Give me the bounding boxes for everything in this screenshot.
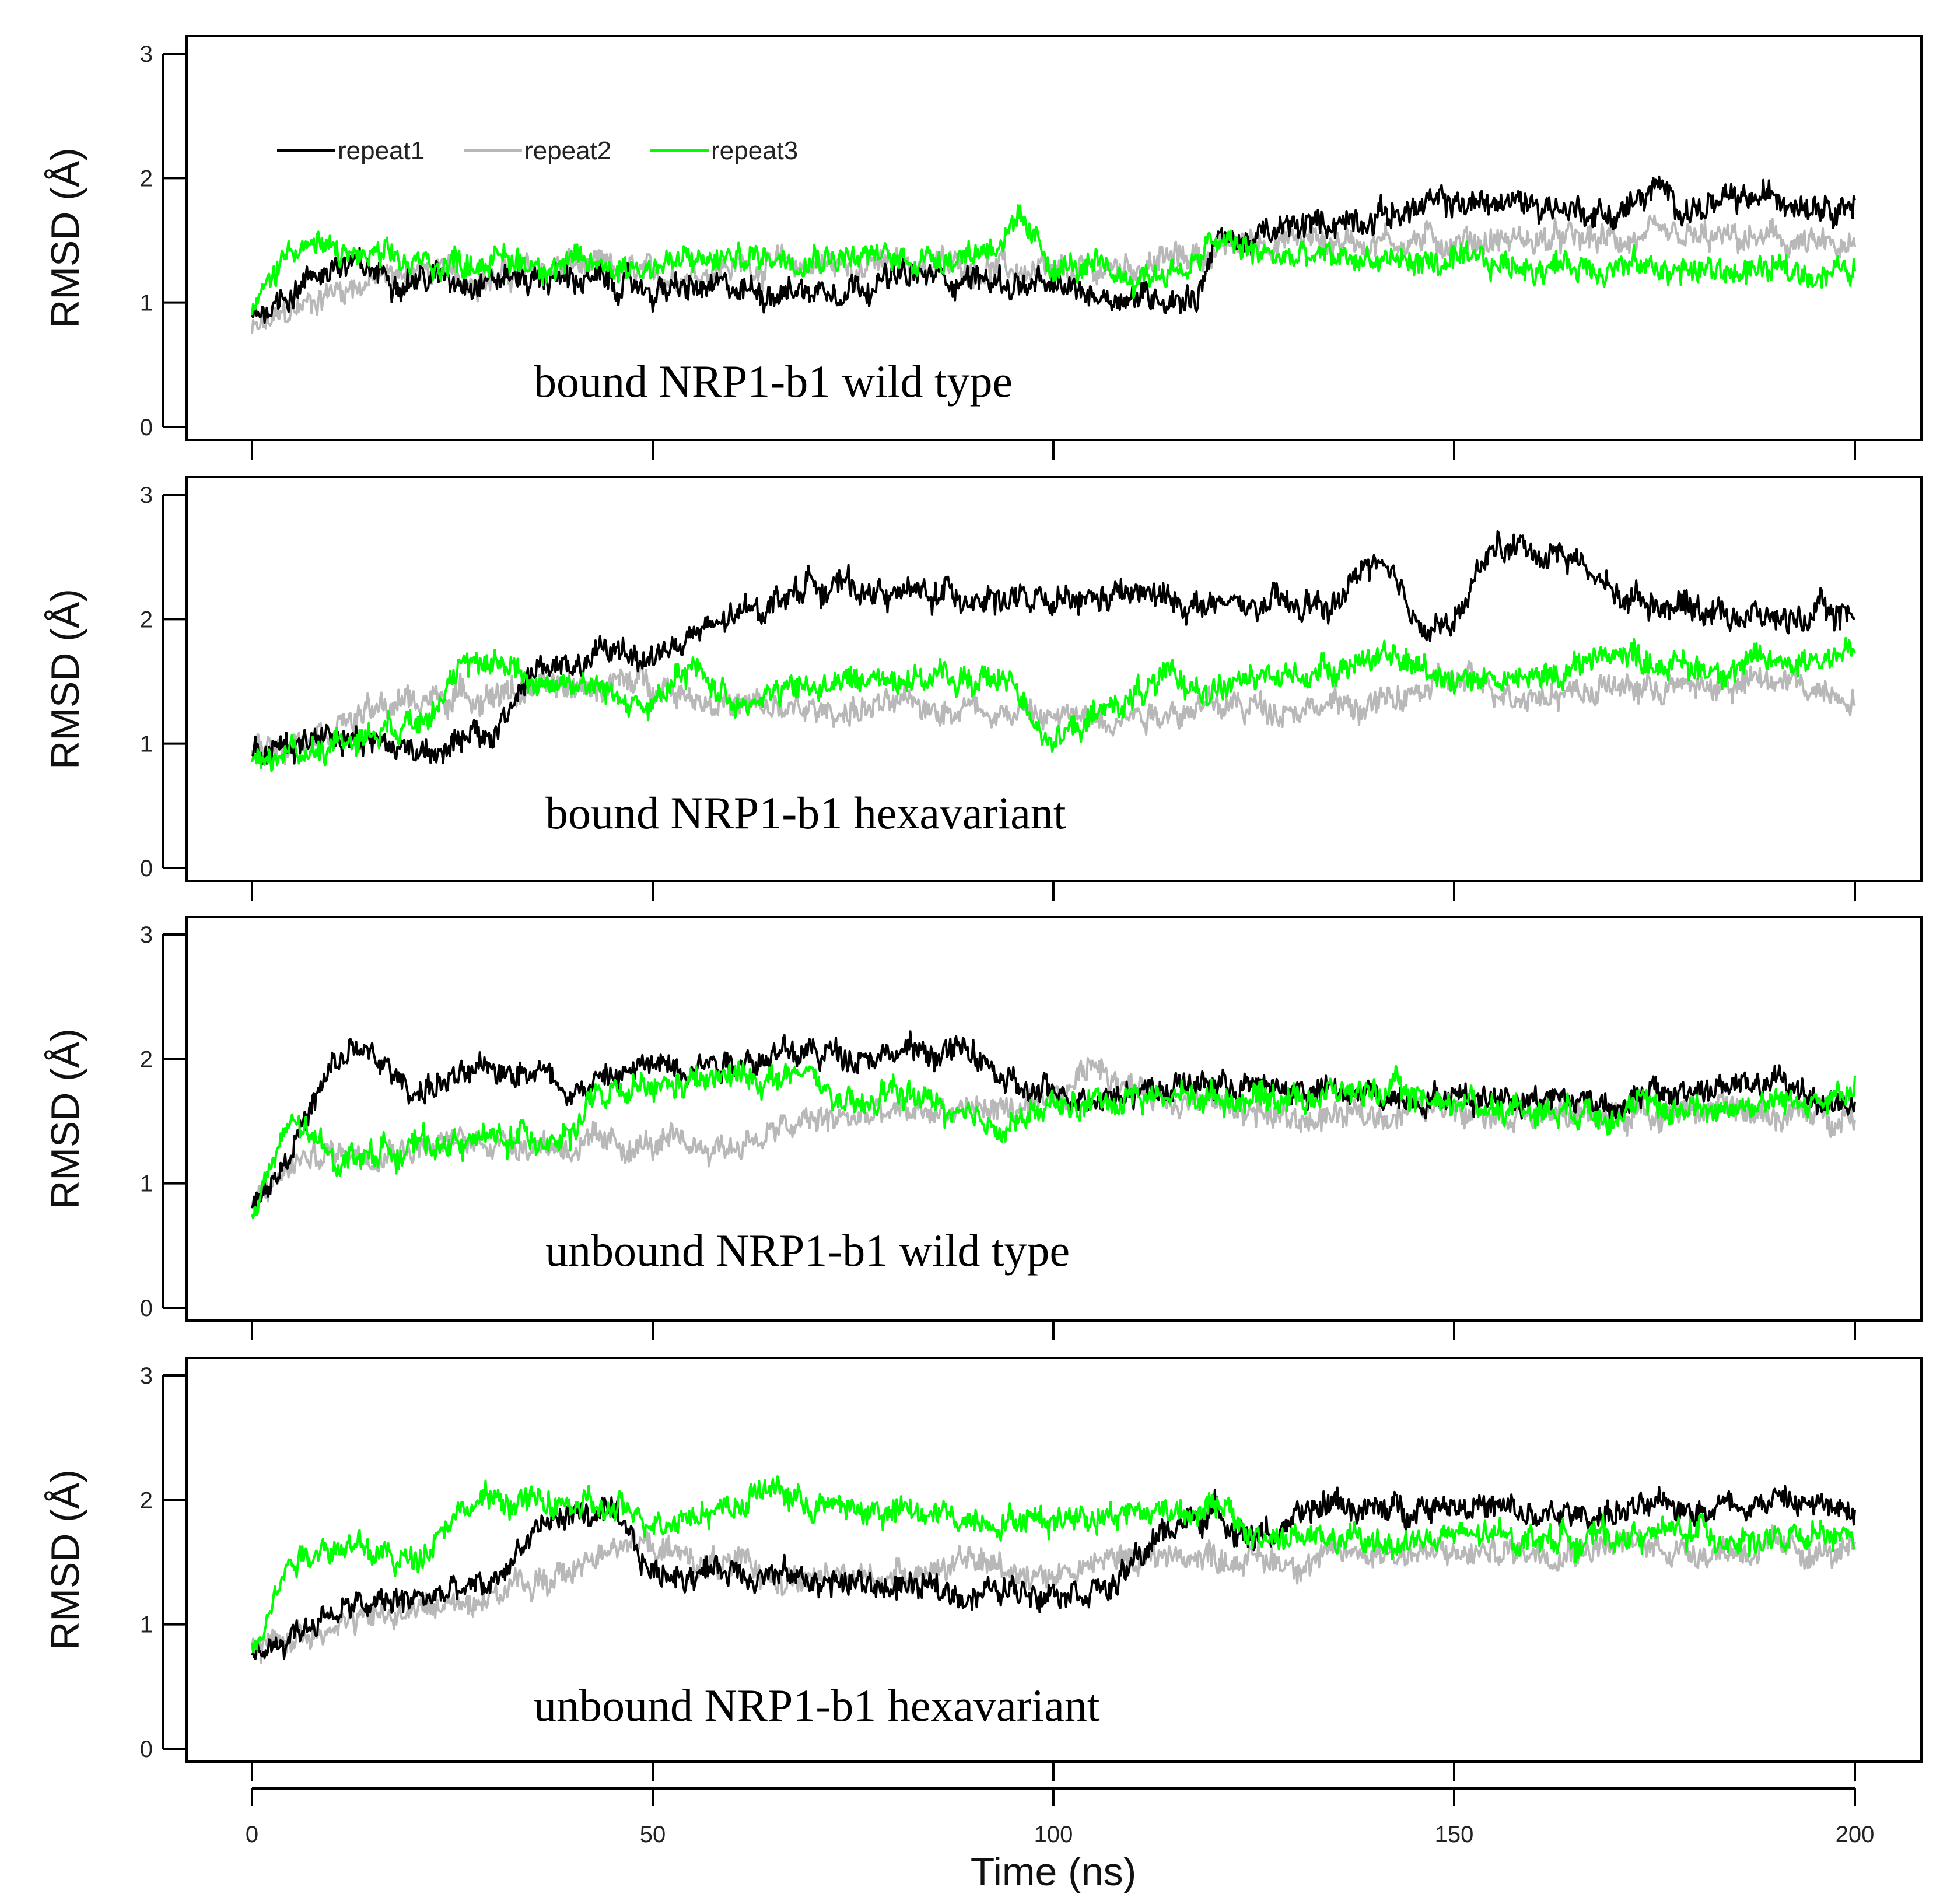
x-tick-label: 100: [1034, 1822, 1073, 1847]
series-group: [251, 175, 1856, 334]
y-tick-label: 3: [140, 482, 153, 508]
series-line-repeat2: [251, 660, 1856, 765]
panel-2: 0 1 2 3 RMSD (Å) bound NRP1-b1 hexavariant: [43, 476, 1923, 901]
y-tick-label: 2: [140, 1046, 153, 1072]
panel-annotation: unbound NRP1-b1 hexavariant: [534, 1680, 1100, 1731]
y-axis-label: RMSD (Å): [43, 1028, 87, 1209]
y-tick-label: 2: [140, 1488, 153, 1513]
series-line-repeat3: [251, 1475, 1856, 1653]
y-tick-label: 1: [140, 1612, 153, 1638]
y-tick-label: 3: [140, 922, 153, 948]
y-tick-label: 1: [140, 1171, 153, 1197]
panel-1: 0 1 2 3 RMSD (Å) bound NRP1-b1 wild type repea…: [43, 35, 1923, 460]
series-group: [251, 530, 1856, 772]
y-tick-label: 3: [140, 1363, 153, 1389]
y-tick-label: 0: [140, 1737, 153, 1762]
y-tick-label: 2: [140, 166, 153, 191]
series-line-repeat3: [251, 636, 1856, 772]
x-tick-label: 50: [640, 1822, 666, 1847]
y-tick-label: 0: [140, 856, 153, 881]
series-line-repeat1: [251, 530, 1856, 765]
x-tick-label: 200: [1836, 1822, 1875, 1847]
y-tick-label: 3: [140, 41, 153, 67]
x-tick-label: 0: [246, 1822, 258, 1847]
y-tick-label: 1: [140, 732, 153, 757]
panel-3: 0 1 2 3 RMSD (Å) unbound NRP1-b1 wild type: [43, 916, 1923, 1340]
panel-annotation: bound NRP1-b1 hexavariant: [545, 788, 1066, 838]
y-axis-label: RMSD (Å): [43, 589, 87, 769]
series-line-repeat1: [251, 1030, 1856, 1209]
y-axis-label: RMSD (Å): [43, 148, 87, 328]
legend-label-repeat1: repeat1: [338, 136, 425, 165]
series-line-repeat3: [251, 204, 1856, 316]
series-line-repeat1: [251, 175, 1856, 324]
legend-label-repeat2: repeat2: [524, 136, 611, 165]
y-axis-label: RMSD (Å): [43, 1469, 87, 1650]
x-axis-label: Time (ns): [971, 1850, 1137, 1894]
y-tick-label: 2: [140, 607, 153, 632]
series-group: [251, 1475, 1856, 1664]
panel-annotation: unbound NRP1-b1 wild type: [545, 1225, 1070, 1276]
x-tick-label: 150: [1435, 1822, 1474, 1847]
panel-4: 0 1 2 3 RMSD (Å) unbound NRP1-b1 hexavariant 0…: [43, 1357, 1923, 1894]
plot-frame: [185, 35, 1923, 441]
series-line-repeat1: [251, 1485, 1856, 1660]
legend: repeat1 repeat2 repeat3: [277, 136, 798, 165]
y-tick-label: 1: [140, 290, 153, 316]
legend-label-repeat3: repeat3: [711, 136, 798, 165]
series-group: [251, 1030, 1856, 1219]
y-tick-label: 0: [140, 415, 153, 440]
panel-annotation: bound NRP1-b1 wild type: [534, 356, 1013, 407]
series-line-repeat3: [251, 1060, 1856, 1219]
y-tick-label: 0: [140, 1296, 153, 1321]
